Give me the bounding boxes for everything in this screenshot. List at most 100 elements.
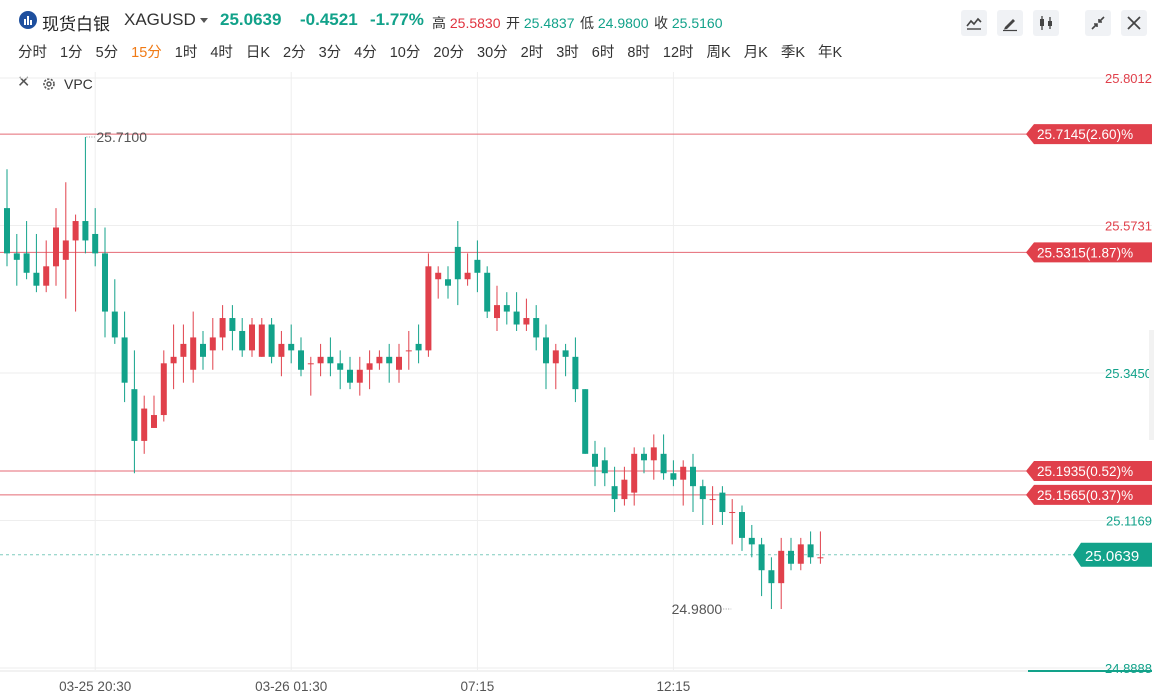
candle-body[interactable] — [121, 337, 128, 383]
candle-body[interactable] — [425, 266, 432, 351]
candle-body[interactable] — [739, 512, 745, 538]
candle-body[interactable] — [454, 246, 461, 280]
candle-body[interactable] — [729, 512, 736, 514]
candle-body[interactable] — [621, 479, 628, 500]
candle-body[interactable] — [239, 330, 246, 351]
candle-body[interactable] — [111, 311, 118, 338]
candle-body[interactable] — [660, 453, 667, 474]
candle-body[interactable] — [160, 363, 167, 416]
candle-body[interactable] — [102, 253, 108, 312]
axis-scroll-handle[interactable] — [1149, 330, 1154, 440]
interval-tab[interactable]: 3时 — [556, 45, 579, 61]
candle-body[interactable] — [141, 408, 148, 441]
candle-body[interactable] — [72, 221, 79, 241]
candle-body[interactable] — [82, 221, 89, 241]
candle-body[interactable] — [533, 318, 540, 338]
candle-body[interactable] — [249, 324, 255, 351]
interval-tab[interactable]: 10分 — [389, 45, 421, 61]
candle-body[interactable] — [209, 337, 216, 351]
candle-body[interactable] — [190, 337, 197, 370]
candle-body[interactable] — [709, 499, 716, 501]
candle-body[interactable] — [543, 337, 549, 364]
candle-body[interactable] — [327, 356, 334, 364]
candle-body[interactable] — [92, 233, 99, 254]
candle-body[interactable] — [219, 318, 226, 338]
candle-body[interactable] — [131, 389, 138, 441]
candle-body[interactable] — [317, 356, 324, 364]
candle-body[interactable] — [807, 544, 814, 558]
candle-body[interactable] — [464, 272, 471, 280]
interval-tab[interactable]: 1时 — [174, 45, 198, 61]
candle-body[interactable] — [366, 363, 373, 370]
candle-body[interactable] — [396, 356, 402, 370]
candle-body[interactable] — [356, 369, 363, 383]
price-level-tag[interactable] — [1026, 484, 1152, 505]
interval-tab[interactable]: 月K — [743, 45, 768, 61]
candle-body[interactable] — [13, 253, 20, 260]
interval-tab[interactable]: 30分 — [477, 45, 508, 61]
candle-body[interactable] — [562, 350, 569, 357]
interval-tab[interactable]: 15分 — [131, 45, 162, 61]
interval-tab[interactable]: 4时 — [210, 45, 233, 61]
candle-body[interactable] — [611, 486, 618, 500]
price-level-tag[interactable] — [1026, 460, 1152, 481]
candle-body[interactable] — [690, 466, 696, 487]
candle-body[interactable] — [4, 208, 10, 254]
candle-body[interactable] — [200, 343, 206, 357]
interval-tab[interactable]: 年K — [818, 45, 843, 61]
candle-body[interactable] — [298, 350, 304, 370]
candle-body[interactable] — [307, 363, 314, 365]
interval-tab[interactable]: 12时 — [662, 45, 694, 61]
candle-body[interactable] — [817, 557, 824, 559]
interval-tab[interactable]: 季K — [780, 45, 806, 61]
candle-body[interactable] — [62, 240, 69, 260]
candle-body[interactable] — [268, 324, 275, 357]
candle-body[interactable] — [513, 311, 520, 325]
candle-body[interactable] — [601, 460, 608, 474]
interval-tab[interactable]: 周K — [706, 45, 731, 61]
candle-body[interactable] — [699, 486, 706, 500]
candle-body[interactable] — [572, 356, 579, 390]
candle-body[interactable] — [43, 266, 50, 286]
candle-body[interactable] — [670, 473, 677, 480]
candle-body[interactable] — [23, 253, 30, 273]
candle-body[interactable] — [778, 550, 785, 584]
candle-body[interactable] — [484, 272, 491, 312]
candle-body[interactable] — [445, 279, 451, 286]
gear-icon[interactable] — [41, 76, 57, 95]
interval-tab[interactable]: 日K — [245, 45, 271, 61]
interval-tab[interactable]: 20分 — [433, 45, 465, 61]
pencil-icon[interactable] — [997, 10, 1023, 36]
candlestick-icon[interactable] — [1033, 10, 1059, 36]
interval-tab[interactable]: 6时 — [591, 45, 615, 61]
candle-body[interactable] — [494, 305, 500, 319]
candle-body[interactable] — [376, 356, 383, 364]
interval-tab[interactable]: 3分 — [318, 45, 342, 61]
candle-body[interactable] — [151, 415, 157, 428]
candle-body[interactable] — [288, 343, 295, 351]
candle-body[interactable] — [180, 343, 187, 357]
interval-tab[interactable]: 8时 — [627, 45, 650, 61]
price-level-tag[interactable] — [1026, 124, 1152, 145]
candle-body[interactable] — [503, 305, 510, 312]
candle-body[interactable] — [405, 350, 412, 352]
candle-body[interactable] — [347, 369, 353, 383]
candle-body[interactable] — [229, 318, 236, 331]
candle-body[interactable] — [719, 492, 726, 513]
symbol-dropdown-icon[interactable] — [200, 18, 208, 23]
interval-tab[interactable]: 2时 — [520, 45, 544, 61]
candle-body[interactable] — [474, 259, 481, 273]
candle-body[interactable] — [53, 227, 59, 267]
candle-body[interactable] — [386, 356, 393, 364]
candle-body[interactable] — [170, 356, 177, 364]
candle-body[interactable] — [748, 537, 755, 545]
line-chart-icon[interactable] — [961, 10, 987, 36]
symbol-code[interactable]: XAGUSD — [124, 10, 196, 29]
candle-body[interactable] — [788, 550, 794, 564]
candle-body[interactable] — [337, 363, 344, 370]
interval-tab[interactable]: 2分 — [283, 45, 306, 61]
close-icon[interactable] — [1121, 10, 1147, 36]
candle-body[interactable] — [415, 343, 422, 351]
interval-tab[interactable]: 5分 — [95, 45, 119, 61]
